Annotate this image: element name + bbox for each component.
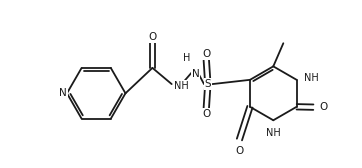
Text: NH: NH [304, 73, 319, 83]
Text: O: O [235, 146, 244, 156]
Text: O: O [202, 49, 210, 59]
Text: S: S [205, 79, 211, 89]
Text: NH: NH [174, 81, 189, 91]
Text: O: O [202, 109, 210, 119]
Text: O: O [148, 32, 156, 42]
Text: N: N [192, 69, 199, 79]
Text: N: N [59, 88, 67, 98]
Text: H: H [184, 53, 191, 63]
Text: O: O [320, 102, 328, 112]
Text: NH: NH [266, 128, 281, 138]
